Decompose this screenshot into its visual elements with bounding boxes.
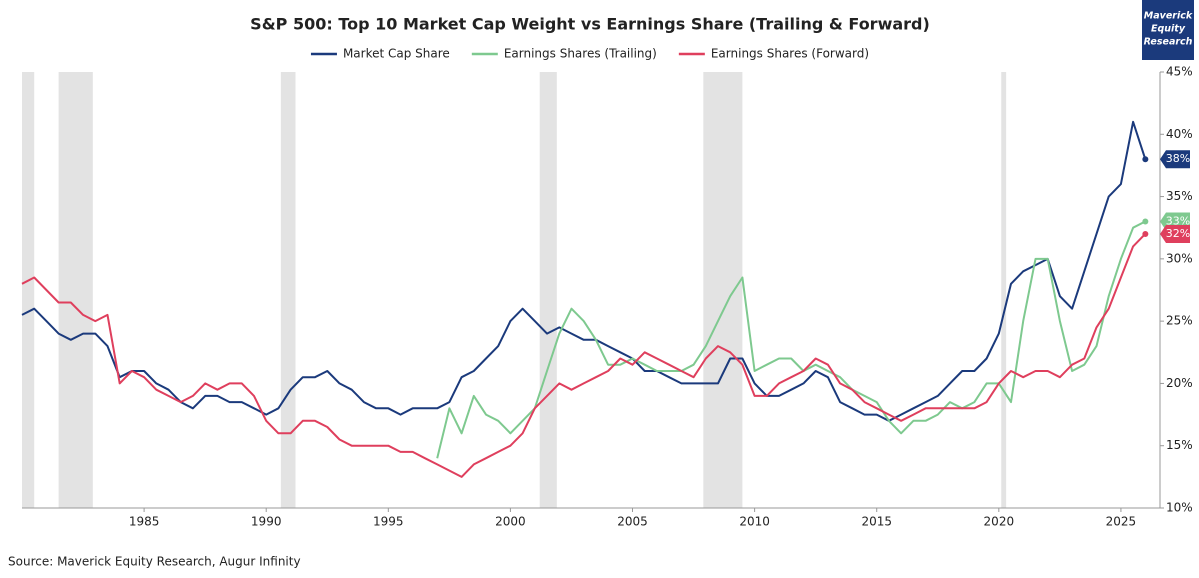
logo-text: Maverick xyxy=(1144,11,1193,22)
y-tick-label: 35% xyxy=(1166,189,1193,203)
end-point xyxy=(1142,230,1149,237)
legend-label: Earnings Shares (Forward) xyxy=(711,47,869,61)
legend-item: Market Cap Share xyxy=(310,47,450,61)
chart-title: S&P 500: Top 10 Market Cap Weight vs Ear… xyxy=(250,15,930,34)
y-tick-label: 25% xyxy=(1166,314,1193,328)
x-tick-label: 2000 xyxy=(495,515,526,529)
series-line xyxy=(21,233,1147,478)
legend-item: Earnings Shares (Forward) xyxy=(678,47,869,61)
recession-band xyxy=(703,72,743,508)
legend-label: Earnings Shares (Trailing) xyxy=(504,47,657,61)
y-tick-label: 15% xyxy=(1166,438,1193,452)
logo-box xyxy=(1142,0,1194,60)
recession-band xyxy=(280,72,296,508)
end-label-tag xyxy=(1160,150,1190,169)
legend-label: Market Cap Share xyxy=(343,47,450,61)
end-point xyxy=(1142,218,1149,225)
end-label: 32% xyxy=(1166,227,1190,240)
recession-band xyxy=(22,72,35,508)
y-tick-label: 40% xyxy=(1166,127,1193,141)
recession-band xyxy=(58,72,93,508)
y-tick-label: 45% xyxy=(1166,65,1193,79)
logo-text: Equity xyxy=(1151,24,1186,35)
logo-text: Research xyxy=(1144,37,1193,48)
recession-band xyxy=(1001,72,1007,508)
x-tick-label: 2025 xyxy=(1106,515,1137,529)
y-tick-label: 10% xyxy=(1166,501,1193,515)
series-line xyxy=(21,120,1147,422)
recession-band xyxy=(539,72,557,508)
series-line xyxy=(436,220,1146,459)
x-tick-label: 2020 xyxy=(984,515,1015,529)
legend: Market Cap Share Earnings Shares (Trailin… xyxy=(310,47,869,61)
y-tick-label: 30% xyxy=(1166,251,1193,265)
y-tick-label: 20% xyxy=(1166,376,1193,390)
logo: Maverick Equity Research xyxy=(1142,0,1194,60)
end-label-tag xyxy=(1160,224,1190,243)
end-label: 38% xyxy=(1166,152,1190,165)
source-note: Source: Maverick Equity Research, Augur … xyxy=(8,555,301,569)
x-tick-label: 2005 xyxy=(617,515,648,529)
legend-item: Earnings Shares (Trailing) xyxy=(471,47,657,61)
x-tick-label: 1990 xyxy=(251,515,282,529)
end-point xyxy=(1142,156,1149,163)
x-tick-label: 2010 xyxy=(739,515,770,529)
x-tick-label: 1995 xyxy=(373,515,404,529)
x-tick-label: 2015 xyxy=(861,515,892,529)
end-label: 33% xyxy=(1166,214,1190,227)
x-tick-label: 1985 xyxy=(129,515,160,529)
